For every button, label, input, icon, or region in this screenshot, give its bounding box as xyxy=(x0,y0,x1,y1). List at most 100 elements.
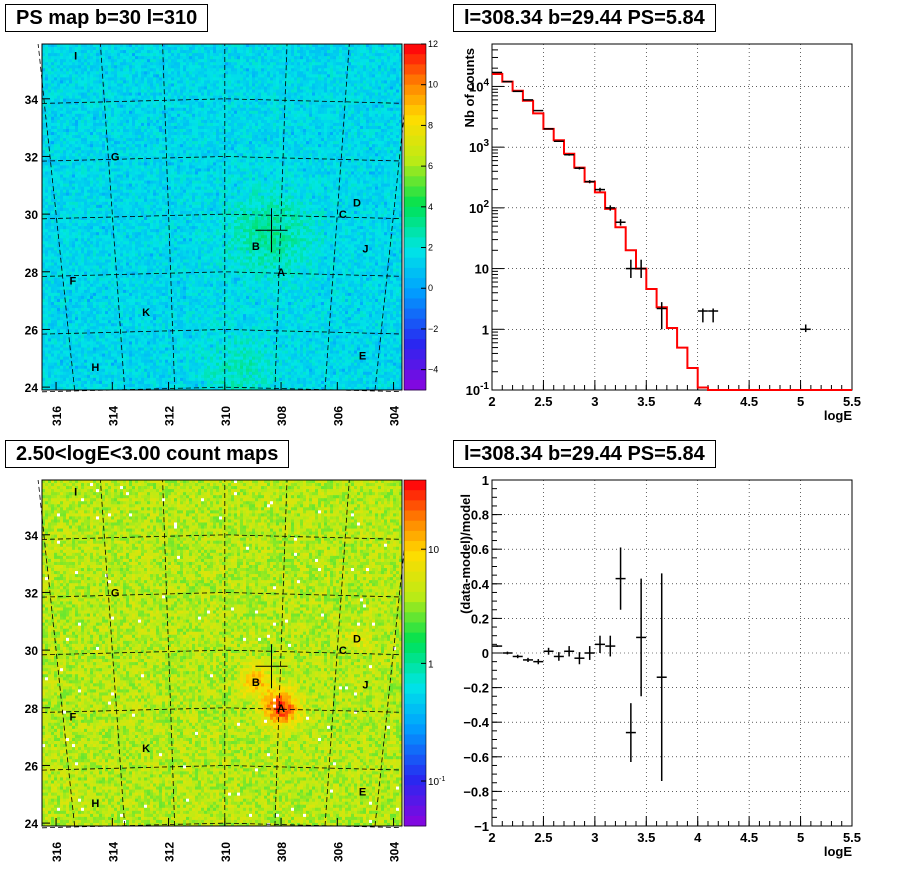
map-pixel xyxy=(186,62,190,66)
map-pixel xyxy=(309,65,313,69)
map-pixel xyxy=(69,74,73,78)
map-pixel xyxy=(192,44,196,48)
map-pixel xyxy=(192,98,196,103)
map-pixel xyxy=(273,128,277,133)
map-pixel xyxy=(375,53,379,57)
map-pixel xyxy=(393,53,397,57)
map-pixel xyxy=(204,132,208,136)
map-pixel xyxy=(363,138,367,142)
map-pixel xyxy=(135,159,139,163)
map-pixel xyxy=(327,47,331,51)
map-pixel xyxy=(111,153,115,157)
map-pixel xyxy=(354,56,358,60)
map-pixel xyxy=(165,95,169,100)
map-pixel xyxy=(333,83,337,87)
map-pixel xyxy=(186,116,190,121)
map-pixel xyxy=(222,156,226,160)
map-pixel xyxy=(207,95,211,100)
map-pixel xyxy=(387,165,391,169)
map-pixel xyxy=(333,80,337,84)
map-pixel xyxy=(222,71,226,75)
map-pixel xyxy=(129,168,133,172)
map-pixel xyxy=(315,74,319,78)
map-pixel xyxy=(42,62,46,66)
map-pixel xyxy=(123,113,127,118)
map-pixel xyxy=(297,50,301,54)
map-pixel xyxy=(387,162,391,166)
map-pixel xyxy=(198,83,202,87)
map-pixel xyxy=(339,156,343,160)
map-pixel xyxy=(363,44,367,48)
map-pixel xyxy=(216,74,220,78)
map-pixel xyxy=(138,95,142,100)
map-pixel xyxy=(147,132,151,136)
map-pixel xyxy=(351,119,355,124)
map-pixel xyxy=(276,47,280,51)
map-pixel xyxy=(195,150,199,154)
map-pixel xyxy=(252,168,256,172)
map-pixel xyxy=(72,128,76,133)
map-pixel xyxy=(204,77,208,81)
map-pixel xyxy=(195,50,199,54)
map-pixel xyxy=(93,168,97,172)
map-pixel xyxy=(369,47,373,51)
map-pixel xyxy=(207,62,211,66)
map-pixel xyxy=(216,116,220,121)
map-pixel xyxy=(360,56,364,60)
map-pixel xyxy=(162,153,166,157)
map-pixel xyxy=(243,128,247,133)
map-pixel xyxy=(390,62,394,66)
map-pixel xyxy=(309,80,313,84)
map-pixel xyxy=(63,62,67,66)
map-pixel xyxy=(177,144,181,148)
map-pixel xyxy=(99,107,103,112)
map-pixel xyxy=(192,147,196,151)
map-pixel xyxy=(60,80,64,84)
map-pixel xyxy=(306,92,310,96)
map-pixel xyxy=(42,95,46,100)
map-pixel xyxy=(84,98,88,103)
map-pixel xyxy=(216,47,220,51)
map-pixel xyxy=(255,113,259,118)
map-pixel xyxy=(294,44,298,48)
map-pixel xyxy=(312,71,316,75)
map-pixel xyxy=(333,150,337,154)
map-pixel xyxy=(273,122,277,127)
map-pixel xyxy=(198,116,202,121)
map-pixel xyxy=(81,141,85,145)
map-pixel xyxy=(267,107,271,112)
map-pixel xyxy=(120,44,124,48)
map-pixel xyxy=(78,138,82,142)
map-pixel xyxy=(198,53,202,57)
map-pixel xyxy=(81,110,85,115)
map-pixel xyxy=(336,159,340,163)
map-pixel xyxy=(396,53,400,57)
map-pixel xyxy=(210,101,214,106)
map-pixel xyxy=(207,74,211,78)
map-pixel xyxy=(189,141,193,145)
map-pixel xyxy=(327,110,331,115)
map-pixel xyxy=(201,159,205,163)
map-pixel xyxy=(381,50,385,54)
map-pixel xyxy=(132,125,136,130)
map-pixel xyxy=(207,44,211,48)
map-pixel xyxy=(321,80,325,84)
map-pixel xyxy=(150,168,154,172)
map-pixel xyxy=(216,59,220,63)
map-pixel xyxy=(69,95,73,100)
map-pixel xyxy=(270,62,274,66)
map-pixel xyxy=(84,125,88,130)
map-pixel xyxy=(201,92,205,96)
map-pixel xyxy=(348,159,352,163)
map-pixel xyxy=(366,138,370,142)
map-pixel xyxy=(363,92,367,96)
map-pixel xyxy=(321,162,325,166)
map-pixel xyxy=(144,132,148,136)
map-pixel xyxy=(318,122,322,127)
map-pixel xyxy=(366,150,370,154)
map-pixel xyxy=(162,138,166,142)
map-pixel xyxy=(303,165,307,169)
map-pixel xyxy=(312,125,316,130)
map-pixel xyxy=(381,165,385,169)
map-pixel xyxy=(309,89,313,93)
